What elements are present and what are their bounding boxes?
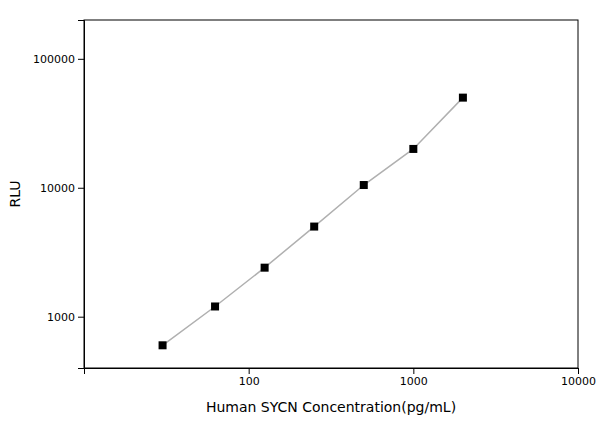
tick-label: 100 [239, 375, 260, 388]
data-layer [159, 94, 467, 350]
tick-mark [249, 368, 250, 374]
tick-label: 1000 [400, 375, 428, 388]
tick-label: 10000 [561, 375, 596, 388]
tick-mark [78, 59, 84, 60]
line [163, 98, 463, 346]
marker [360, 181, 368, 189]
tick-mark [578, 368, 579, 374]
y-axis: 1000 10000 100000 [33, 21, 85, 369]
tick-label: 10000 [40, 182, 75, 195]
marker [310, 223, 318, 231]
marker [459, 94, 467, 102]
plot-frame [84, 20, 578, 368]
tick-label: 100000 [33, 53, 75, 66]
chart: 100 1000 10000 1000 10000 100000 Human SYCN Co… [0, 0, 608, 426]
tick-mark [78, 188, 84, 189]
axis-line [85, 369, 579, 375]
tick: 10000 [561, 368, 596, 388]
marker [211, 302, 219, 310]
tick-label: 1000 [47, 311, 75, 324]
tick-mark [413, 368, 414, 374]
x-axis: 100 1000 10000 [85, 368, 597, 388]
x-axis-title: Human SYCN Concentration(pg/mL) [206, 399, 456, 415]
tick: 1000 [400, 368, 428, 388]
y-axis-title: RLU [7, 180, 23, 207]
marker [159, 341, 167, 349]
plot: 100 1000 10000 1000 10000 100000 [33, 20, 596, 388]
tick: 10000 [40, 182, 84, 195]
marker [409, 145, 417, 153]
tick: 100000 [33, 53, 84, 66]
tick-mark [78, 317, 84, 318]
marker [261, 264, 269, 272]
axis-line [78, 21, 85, 369]
tick: 100 [239, 368, 260, 388]
tick: 1000 [47, 311, 84, 324]
